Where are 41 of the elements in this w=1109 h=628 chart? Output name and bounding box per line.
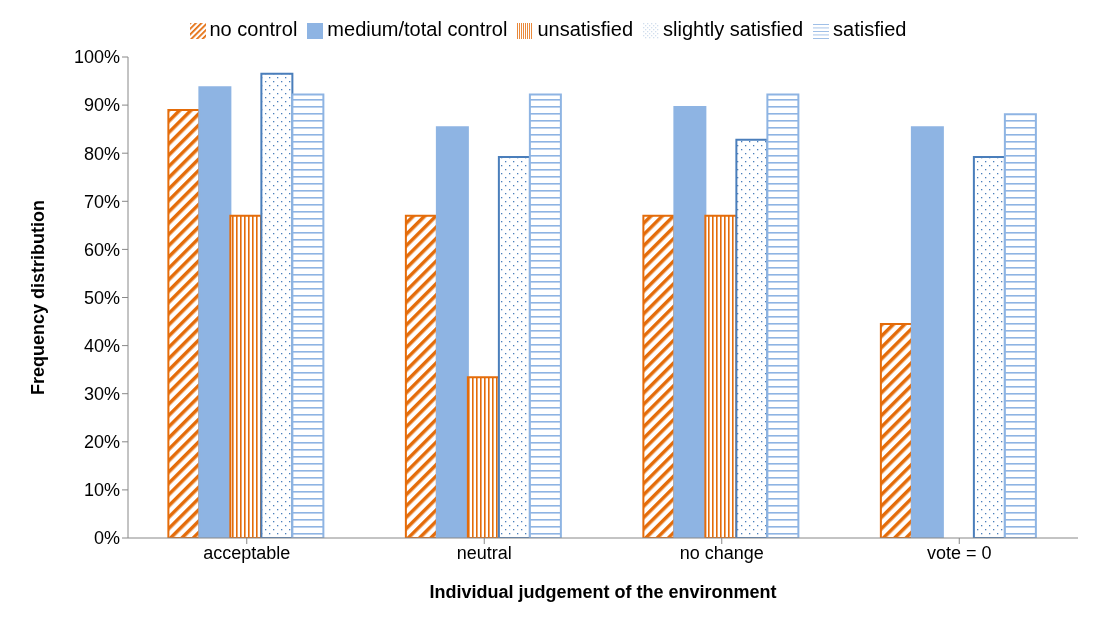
x-tick-label: neutral xyxy=(456,542,512,563)
x-tick-label: vote = 0 xyxy=(926,542,992,563)
x-axis-title: Individual judgement of the environment xyxy=(429,582,777,602)
y-tick-label: 30% xyxy=(83,384,120,405)
bar xyxy=(198,86,232,538)
bar xyxy=(735,138,769,538)
y-tick-label: 60% xyxy=(83,239,120,260)
x-tick-label: acceptable xyxy=(203,542,291,563)
bar xyxy=(704,214,738,538)
y-tick-label: 50% xyxy=(83,287,120,308)
legend-label: no control xyxy=(209,18,298,40)
y-tick-label: 80% xyxy=(83,143,120,164)
bar xyxy=(972,156,1006,538)
y-axis-title: Frequency distribution xyxy=(28,199,49,396)
bar xyxy=(879,322,913,538)
bar xyxy=(291,93,325,538)
bar xyxy=(528,93,562,538)
bar xyxy=(260,72,294,538)
y-tick-label: 90% xyxy=(83,95,120,116)
bar xyxy=(642,214,676,538)
y-tick-label: 100% xyxy=(73,47,120,68)
legend-label: slightly satisfied xyxy=(663,18,804,40)
y-tick-label: 10% xyxy=(83,480,120,501)
bar xyxy=(766,93,800,538)
legend-label: medium/total control xyxy=(327,18,508,40)
x-tick-label: no change xyxy=(679,542,764,563)
bar xyxy=(435,126,469,538)
y-tick-label: 70% xyxy=(83,191,120,212)
bar xyxy=(673,106,707,538)
bar xyxy=(910,126,944,538)
legend-label: unsatisfied xyxy=(537,18,634,40)
y-tick-label: 40% xyxy=(83,335,120,356)
legend-label: satisfied xyxy=(833,18,907,40)
y-tick-label: 20% xyxy=(83,432,120,453)
bar xyxy=(497,156,531,538)
bar xyxy=(229,214,263,538)
bar xyxy=(167,108,201,538)
bar xyxy=(404,214,438,538)
bar xyxy=(466,376,500,538)
y-tick-label: 0% xyxy=(93,528,120,549)
bar xyxy=(1003,113,1037,538)
